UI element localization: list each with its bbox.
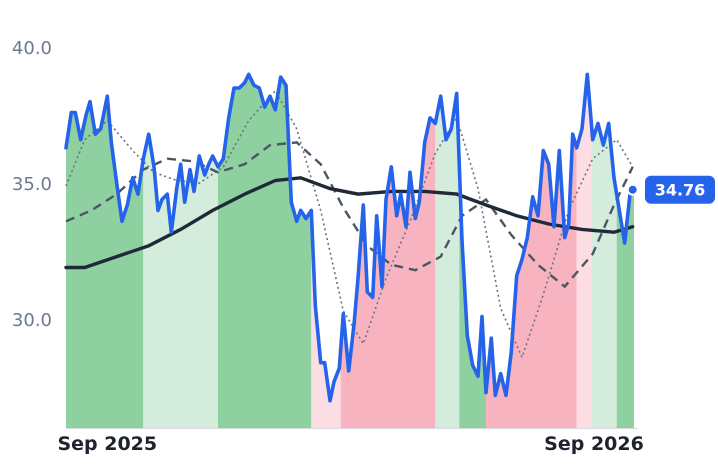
x-tick-label-1: Sep 2026 [544, 433, 644, 455]
y-tick-label-2: 40.0 [12, 38, 52, 59]
x-tick-label-0: Sep 2025 [57, 433, 157, 455]
last-value-marker: 34.76 [626, 175, 715, 204]
last-value-dot [626, 183, 639, 196]
regime-band-5 [435, 93, 460, 429]
regime-band-2 [218, 74, 312, 429]
y-axis-ticks: 30.0 35.0 40.0 [12, 38, 52, 331]
regime-band-8 [576, 74, 592, 429]
regime-band-3 [311, 210, 341, 428]
series-line-sma-mid [65, 141, 634, 289]
y-tick-label-1: 35.0 [12, 174, 52, 195]
regime-band-6 [459, 166, 486, 428]
series-line-price [64, 72, 635, 403]
regime-band-7 [486, 134, 577, 428]
regime-bands [66, 74, 634, 429]
last-value-badge [645, 175, 715, 204]
series-line-sma-long [64, 176, 635, 270]
regime-band-10 [616, 189, 634, 428]
last-value-label: 34.76 [655, 181, 706, 200]
series-lines [64, 72, 635, 403]
y-tick-label-0: 30.0 [12, 310, 52, 331]
regime-band-1 [143, 134, 218, 428]
x-axis-ticks: Sep 2025 Sep 2026 [57, 433, 643, 455]
regime-band-9 [591, 123, 617, 429]
